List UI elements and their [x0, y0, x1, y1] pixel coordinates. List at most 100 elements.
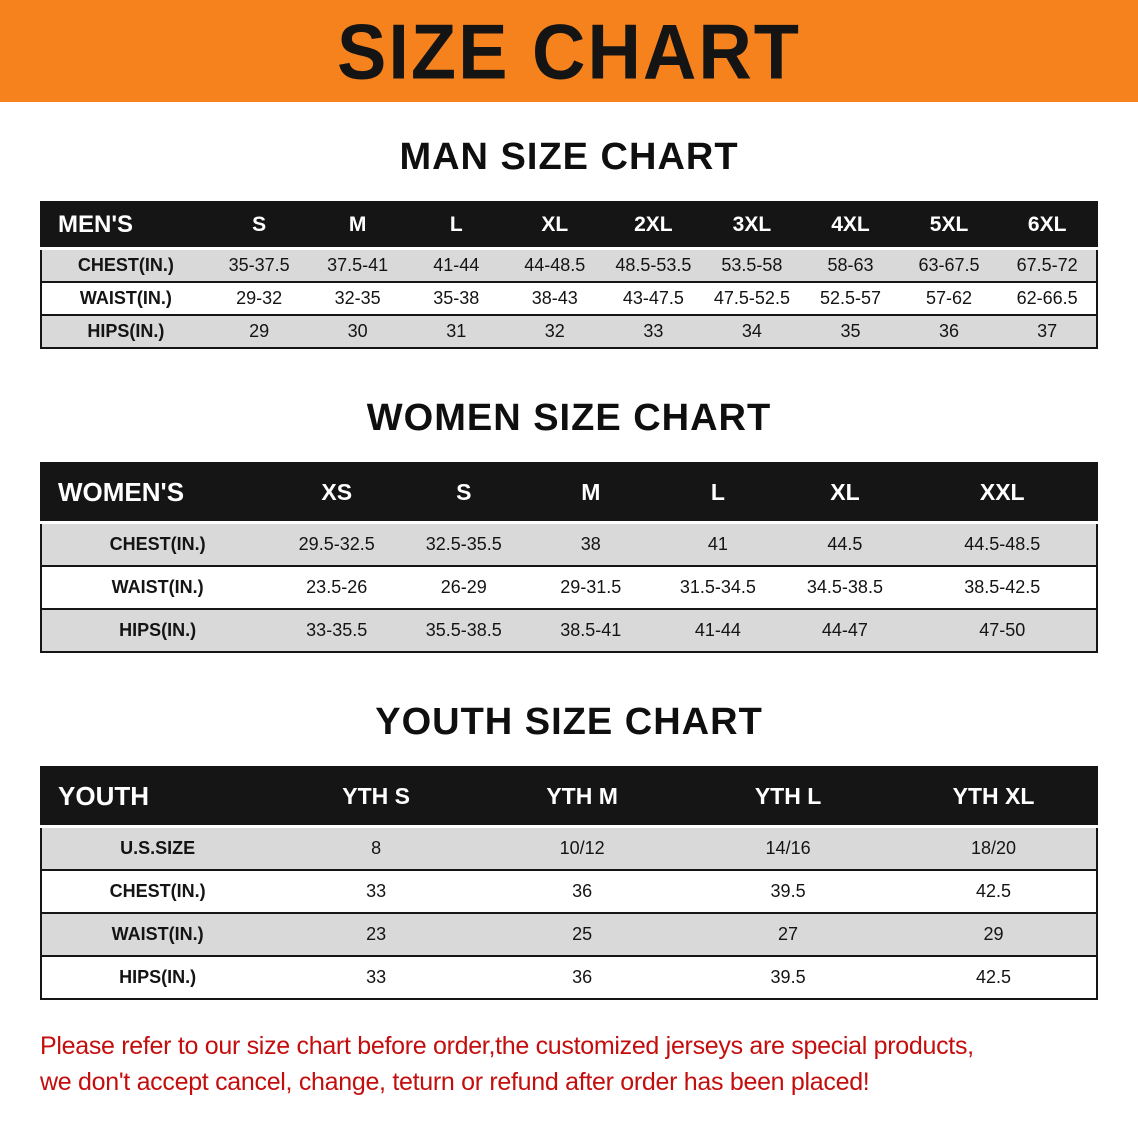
size-column-header: 5XL: [899, 202, 999, 249]
women-size-chart-heading: WOMEN SIZE CHART: [366, 397, 772, 439]
size-value: 33: [643, 321, 664, 341]
table-row: WAIST(IN.) 23 25 27 29: [41, 913, 1097, 956]
size-column-header: XS: [273, 463, 401, 523]
size-value: 36: [572, 967, 593, 987]
size-column-header: YTH XL: [891, 767, 1097, 827]
size-value: 48.5-53.5: [615, 255, 692, 275]
table-header-row: YOUTH YTH S YTH M YTH L YTH XL: [41, 767, 1097, 827]
size-value: 34.5-38.5: [806, 577, 883, 597]
size-column-header: S: [400, 463, 528, 523]
size-chart-page: SIZE CHART MAN SIZE CHART MEN'S S M L XL 2XL 3…: [0, 0, 1138, 1101]
size-value: 29.5-32.5: [298, 534, 375, 554]
youth-size-chart-heading: YOUTH SIZE CHART: [375, 701, 763, 743]
table-corner-label: WOMEN'S: [41, 463, 274, 523]
size-column-header: YTH S: [273, 767, 480, 827]
row-label: CHEST(IN.): [109, 881, 206, 901]
size-value: 39.5: [770, 881, 806, 901]
row-label: WAIST(IN.): [111, 577, 204, 597]
size-value: 33-35.5: [306, 620, 368, 640]
size-value: 41-44: [433, 255, 480, 275]
row-label: U.S.SIZE: [120, 838, 196, 858]
size-value: 30: [347, 321, 368, 341]
row-label: HIPS(IN.): [119, 967, 197, 987]
size-value: 41-44: [694, 620, 741, 640]
youth-size-table: YOUTH YTH S YTH M YTH L YTH XL U.S.SIZE 8 10/12…: [40, 766, 1098, 1000]
disclaimer-line-1: Please refer to our size chart before or…: [40, 1032, 974, 1060]
size-value: 32: [544, 321, 565, 341]
size-value: 58-63: [827, 255, 874, 275]
size-value: 42.5: [976, 967, 1012, 987]
size-value: 39.5: [770, 967, 806, 987]
man-size-chart-section: MAN SIZE CHART MEN'S S M L XL 2XL 3XL 4XL 5XL 6XL…: [0, 136, 1138, 349]
size-value: 29-32: [236, 288, 283, 308]
size-value: 31: [446, 321, 467, 341]
size-value: 44.5: [827, 534, 863, 554]
size-column-header: 4XL: [801, 202, 900, 249]
table-header-row: WOMEN'S XS S M L XL XXL: [41, 463, 1097, 523]
size-value: 41: [707, 534, 728, 554]
size-value: 42.5: [976, 881, 1012, 901]
size-column-header: 2XL: [604, 202, 703, 249]
row-label: WAIST(IN.): [111, 924, 204, 944]
row-label: CHEST(IN.): [77, 255, 174, 275]
size-column-header: XL: [505, 202, 605, 249]
size-value: 67.5-72: [1016, 255, 1078, 275]
size-value: 35-38: [433, 288, 480, 308]
man-size-chart-heading: MAN SIZE CHART: [399, 136, 739, 178]
size-column-header: YTH L: [685, 767, 892, 827]
table-row: CHEST(IN.) 35-37.5 37.5-41 41-44 44-48.5 48.5…: [41, 248, 1097, 282]
size-value: 33: [366, 881, 387, 901]
size-value: 34: [741, 321, 762, 341]
size-value: 26-29: [440, 577, 487, 597]
table-row: CHEST(IN.) 29.5-32.5 32.5-35.5 38 41 44.5 44.5…: [41, 522, 1097, 566]
size-column-header: S: [209, 202, 309, 249]
size-value: 35: [840, 321, 861, 341]
size-column-header: L: [654, 463, 782, 523]
men-size-table: MEN'S S M L XL 2XL 3XL 4XL 5XL 6XL CHEST(IN.) 35-37…: [40, 201, 1098, 349]
size-column-header: 3XL: [702, 202, 802, 249]
row-label: HIPS(IN.): [119, 620, 197, 640]
table-row: WAIST(IN.) 23.5-26 26-29 29-31.5 31.5-34.5 34…: [41, 566, 1097, 609]
size-value: 47-50: [979, 620, 1026, 640]
disclaimer: Please refer to our size chart before or…: [40, 1028, 1106, 1101]
size-value: 31.5-34.5: [679, 577, 756, 597]
disclaimer-line-2: we don't accept cancel, change, teturn o…: [40, 1068, 870, 1097]
size-value: 37: [1037, 321, 1058, 341]
size-value: 29: [983, 924, 1004, 944]
row-label: WAIST(IN.): [79, 288, 172, 308]
size-value: 35-37.5: [228, 255, 290, 275]
size-column-header: M: [527, 463, 655, 523]
size-value: 38-43: [531, 288, 578, 308]
size-value: 8: [371, 838, 382, 858]
size-value: 57-62: [926, 288, 973, 308]
row-label: HIPS(IN.): [87, 321, 165, 341]
table-row: WAIST(IN.) 29-32 32-35 35-38 38-43 43-47.5 47.…: [41, 282, 1097, 315]
size-column-header: YTH M: [479, 767, 686, 827]
size-value: 44-47: [821, 620, 868, 640]
table-row: CHEST(IN.) 33 36 39.5 42.5: [41, 870, 1097, 913]
size-value: 63-67.5: [918, 255, 980, 275]
size-column-header: XXL: [908, 463, 1097, 523]
size-value: 62-66.5: [1016, 288, 1078, 308]
row-label: CHEST(IN.): [109, 534, 206, 554]
size-value: 23: [366, 924, 387, 944]
size-value: 52.5-57: [819, 288, 882, 308]
size-value: 38.5-41: [560, 620, 622, 640]
table-row: HIPS(IN.) 33 36 39.5 42.5: [41, 956, 1097, 999]
size-value: 32-35: [334, 288, 381, 308]
size-column-header: L: [406, 202, 506, 249]
size-value: 27: [778, 924, 799, 944]
size-value: 36: [939, 321, 960, 341]
size-value: 23.5-26: [306, 577, 368, 597]
size-value: 33: [366, 967, 387, 987]
size-value: 37.5-41: [327, 255, 389, 275]
table-row: HIPS(IN.) 33-35.5 35.5-38.5 38.5-41 41-44 44-…: [41, 609, 1097, 652]
size-value: 38: [580, 534, 601, 554]
size-value: 43-47.5: [622, 288, 684, 308]
size-value: 35.5-38.5: [425, 620, 502, 640]
table-row: HIPS(IN.) 29 30 31 32 33 34 35 36 37: [41, 315, 1097, 348]
women-size-chart-section: WOMEN SIZE CHART WOMEN'S XS S M L XL XXL CHEST(…: [0, 397, 1138, 653]
size-value: 18/20: [971, 838, 1017, 858]
size-chart-banner: SIZE CHART: [0, 0, 1138, 102]
size-value: 29-31.5: [560, 577, 622, 597]
